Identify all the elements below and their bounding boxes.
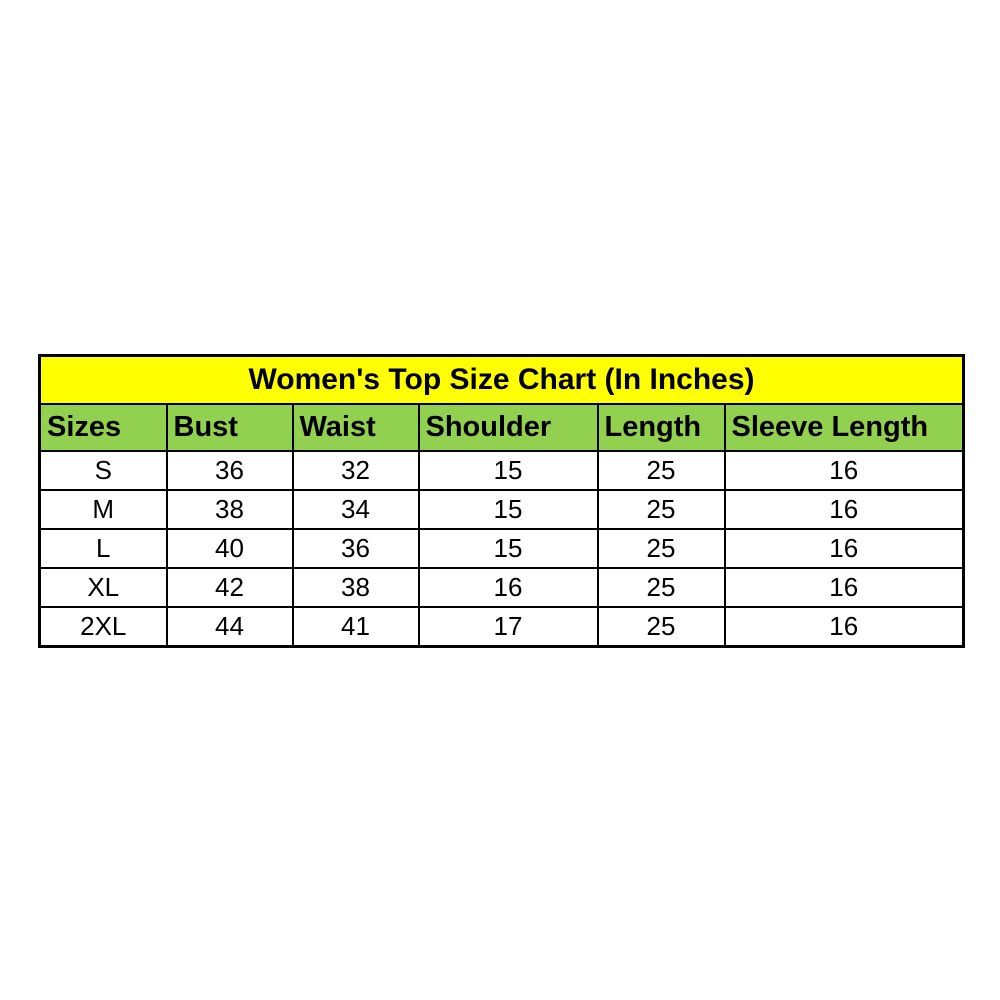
measurement-cell: 15	[417, 450, 599, 491]
measurement-cell: 16	[723, 489, 965, 530]
measurement-cell: 16	[723, 528, 965, 569]
size-label-cell: XL	[38, 567, 168, 608]
measurement-cell: 16	[723, 450, 965, 491]
measurement-cell: 40	[165, 528, 294, 569]
column-header-shoulder: Shoulder	[417, 403, 599, 452]
measurement-cell: 25	[596, 528, 726, 569]
size-table-body: S 36 32 15 25 16 M 38 34 15 25 16 L 40 36 15 25 16 XL 42 38 1…	[38, 450, 965, 648]
measurement-cell: 17	[417, 606, 599, 648]
measurement-cell: 25	[596, 450, 726, 491]
table-title-row: Women's Top Size Chart (In Inches)	[38, 354, 965, 405]
measurement-cell: 36	[291, 528, 420, 569]
column-header-bust: Bust	[165, 403, 294, 452]
measurement-cell: 41	[291, 606, 420, 648]
table-row: L 40 36 15 25 16	[38, 528, 965, 569]
measurement-cell: 38	[165, 489, 294, 530]
table-row: 2XL 44 41 17 25 16	[38, 606, 965, 648]
table-row: S 36 32 15 25 16	[38, 450, 965, 491]
measurement-cell: 32	[291, 450, 420, 491]
table-header-row: Sizes Bust Waist Shoulder Length Sleeve …	[38, 403, 965, 452]
measurement-cell: 42	[165, 567, 294, 608]
table-row: XL 42 38 16 25 16	[38, 567, 965, 608]
size-label-cell: M	[38, 489, 168, 530]
measurement-cell: 44	[165, 606, 294, 648]
table-row: M 38 34 15 25 16	[38, 489, 965, 530]
column-header-sleeve-length: Sleeve Length	[723, 403, 965, 452]
measurement-cell: 25	[596, 606, 726, 648]
measurement-cell: 16	[723, 606, 965, 648]
measurement-cell: 16	[417, 567, 599, 608]
column-header-waist: Waist	[291, 403, 420, 452]
measurement-cell: 16	[723, 567, 965, 608]
measurement-cell: 15	[417, 528, 599, 569]
measurement-cell: 36	[165, 450, 294, 491]
column-header-length: Length	[596, 403, 726, 452]
measurement-cell: 15	[417, 489, 599, 530]
table-title: Women's Top Size Chart (In Inches)	[38, 354, 965, 405]
column-header-sizes: Sizes	[38, 403, 168, 452]
size-label-cell: S	[38, 450, 168, 491]
measurement-cell: 25	[596, 567, 726, 608]
size-label-cell: 2XL	[38, 606, 168, 648]
size-chart-table: Women's Top Size Chart (In Inches) Sizes…	[38, 354, 966, 648]
measurement-cell: 25	[596, 489, 726, 530]
measurement-cell: 34	[291, 489, 420, 530]
size-label-cell: L	[38, 528, 168, 569]
measurement-cell: 38	[291, 567, 420, 608]
